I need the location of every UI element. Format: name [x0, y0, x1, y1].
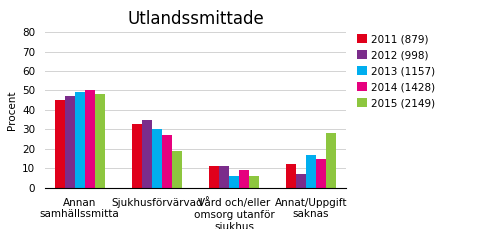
Bar	[316, 158, 326, 188]
Bar	[55, 100, 65, 188]
Bar	[219, 166, 229, 188]
Bar	[239, 170, 249, 188]
Bar	[249, 176, 259, 188]
Bar	[142, 120, 152, 188]
Bar	[132, 124, 142, 188]
Bar	[306, 155, 316, 188]
Bar	[296, 174, 306, 188]
Bar	[326, 133, 336, 188]
Y-axis label: Procent: Procent	[7, 90, 17, 130]
Bar	[75, 92, 85, 188]
Bar	[229, 176, 239, 188]
Bar	[85, 90, 95, 188]
Legend: 2011 (879), 2012 (998), 2013 (1157), 2014 (1428), 2015 (2149): 2011 (879), 2012 (998), 2013 (1157), 201…	[357, 34, 435, 108]
Bar	[209, 166, 219, 188]
Bar	[152, 129, 162, 188]
Bar	[286, 164, 296, 188]
Title: Utlandssmittade: Utlandssmittade	[127, 10, 264, 28]
Bar	[65, 96, 75, 188]
Bar	[162, 135, 172, 188]
Bar	[95, 94, 105, 188]
Bar	[172, 151, 182, 188]
